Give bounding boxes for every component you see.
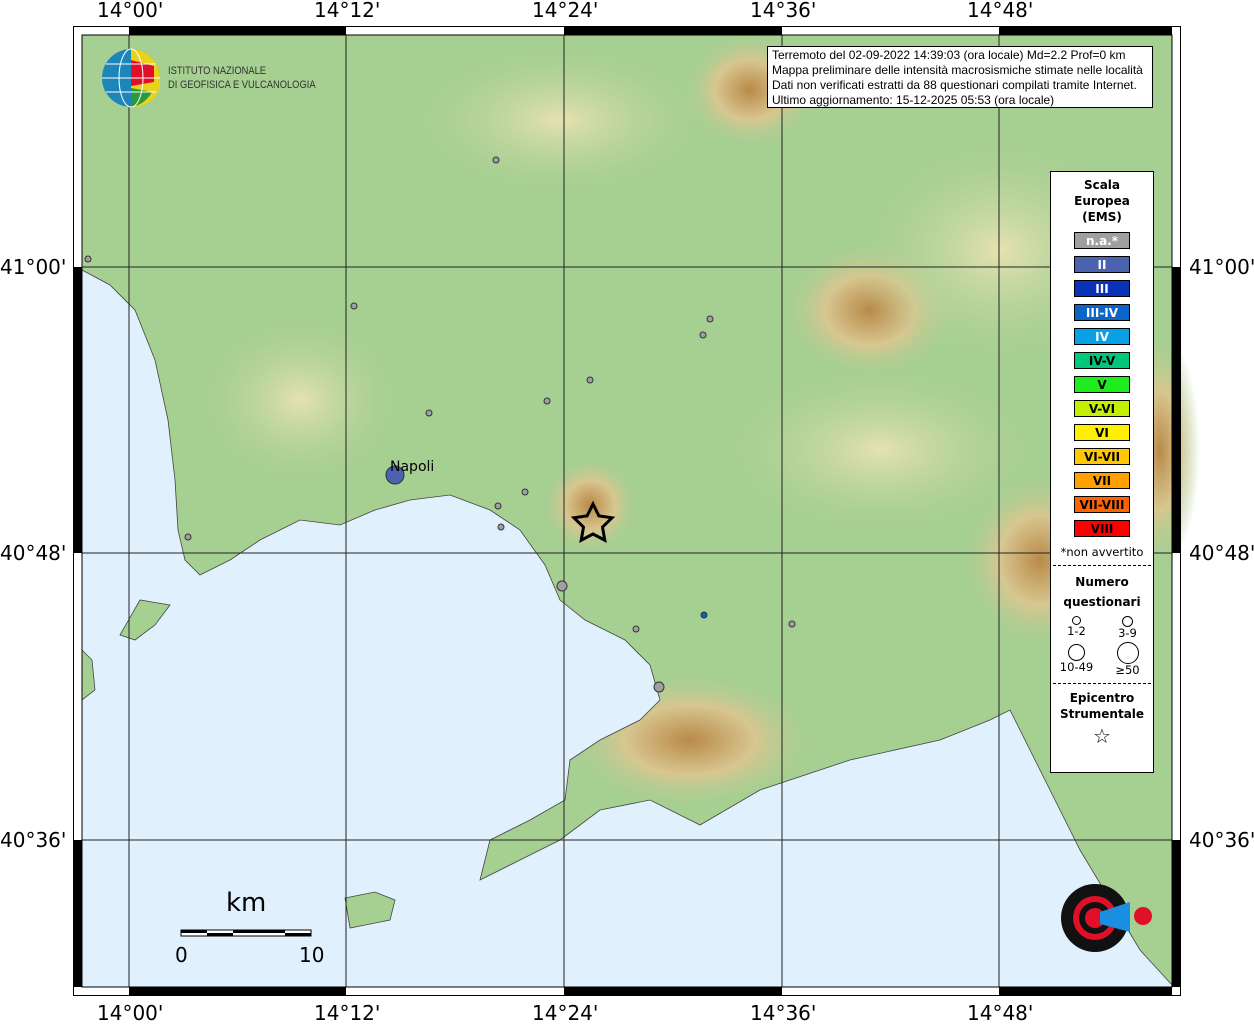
epicenter-star-icon — [570, 500, 616, 543]
point-na — [492, 156, 500, 164]
point-na — [497, 523, 505, 531]
point-na — [494, 502, 502, 510]
point-na — [586, 376, 594, 384]
legend-swatch: II — [1074, 256, 1130, 273]
point-na — [706, 315, 714, 323]
legend-swatch: VI-VII — [1074, 448, 1130, 465]
point-na — [699, 331, 707, 339]
point-na — [184, 533, 192, 541]
count-title: Numero questionari — [1063, 575, 1141, 609]
hst-logo — [1061, 884, 1152, 952]
legend-title: Scala Europea (EMS) — [1074, 178, 1130, 224]
lat-label: 41°00' — [0, 255, 67, 279]
point-na — [425, 409, 433, 417]
legend-swatch: VI — [1074, 424, 1130, 441]
legend-swatch: VII — [1074, 472, 1130, 489]
point-na — [788, 620, 796, 628]
lon-label: 14°24' — [532, 1001, 599, 1025]
count-sizes: 1-2 3-9 10-49 ≥50 — [1051, 616, 1153, 677]
legend-swatch: III — [1074, 280, 1130, 297]
scalebar-min: 0 — [175, 943, 188, 967]
lat-label: 41°00' — [1189, 255, 1254, 279]
lon-label: 14°12' — [314, 1001, 381, 1025]
info-line: Mappa preliminare delle intensità macros… — [772, 63, 1143, 77]
lon-label: 14°36' — [750, 0, 817, 22]
point-na — [653, 681, 665, 693]
legend-swatch: V-VI — [1074, 400, 1130, 417]
scalebar-unit: km — [226, 888, 267, 918]
info-line: Dati non verificati estratti da 88 quest… — [772, 78, 1137, 92]
lon-label: 14°00' — [97, 1001, 164, 1025]
lat-label: 40°48' — [1189, 541, 1254, 565]
intensity-scale: n.a.* II III III-IV IV IV-V V V-VI VI VI-VII VII VI… — [1051, 232, 1153, 537]
lat-label: 40°48' — [0, 541, 67, 565]
legend: Scala Europea (EMS) n.a.* II III III-IV IV IV-V… — [1050, 171, 1154, 773]
legend-swatch: III-IV — [1074, 304, 1130, 321]
info-line: Terremoto del 02-09-2022 14:39:03 (ora l… — [772, 48, 1126, 62]
place-label-napoli: Napoli — [390, 459, 435, 475]
islands — [81, 599, 396, 929]
legend-swatch: IV — [1074, 328, 1130, 345]
lon-label: 14°12' — [314, 0, 381, 22]
epicenter-title: Epicentro Strumentale — [1059, 691, 1145, 721]
grid-lines — [82, 35, 1172, 987]
ingv-logo-text: ISTITUTO NAZIONALE DI GEOFISICA E VULCAN… — [168, 65, 316, 91]
lon-label: 14°48' — [967, 0, 1034, 22]
sea — [81, 269, 1173, 988]
point-na — [521, 488, 529, 496]
lat-label: 40°36' — [1189, 828, 1254, 852]
legend-note: *non avvertito — [1060, 545, 1144, 559]
lon-label: 14°48' — [967, 1001, 1034, 1025]
point-na — [632, 625, 640, 633]
legend-swatch: VII-VIII — [1074, 496, 1130, 513]
point-na — [543, 397, 551, 405]
legend-swatch: IV-V — [1074, 352, 1130, 369]
lon-label: 14°24' — [532, 0, 599, 22]
lon-label: 14°36' — [750, 1001, 817, 1025]
legend-swatch: V — [1074, 376, 1130, 393]
point-na — [350, 302, 358, 310]
scalebar-max: 10 — [299, 943, 325, 967]
point-na — [556, 580, 568, 592]
lat-label: 40°36' — [0, 828, 67, 852]
point-intensity-ii — [385, 465, 405, 485]
info-line: Ultimo aggiornamento: 15-12-2025 05:53 (… — [772, 93, 1055, 107]
point-intensity-iii-iv — [700, 611, 708, 619]
point-na — [84, 255, 92, 263]
questionnaire-points — [84, 156, 796, 693]
epicenter-star-legend-icon: ☆ — [1093, 724, 1111, 748]
event-info-box: Terremoto del 02-09-2022 14:39:03 (ora l… — [767, 46, 1153, 108]
scale-bar — [180, 929, 312, 937]
legend-swatch: VIII — [1074, 520, 1130, 537]
lon-label: 14°00' — [97, 0, 164, 22]
legend-swatch: n.a.* — [1074, 232, 1130, 249]
ingv-globe-logo — [102, 48, 160, 108]
map-frame — [73, 26, 1181, 996]
